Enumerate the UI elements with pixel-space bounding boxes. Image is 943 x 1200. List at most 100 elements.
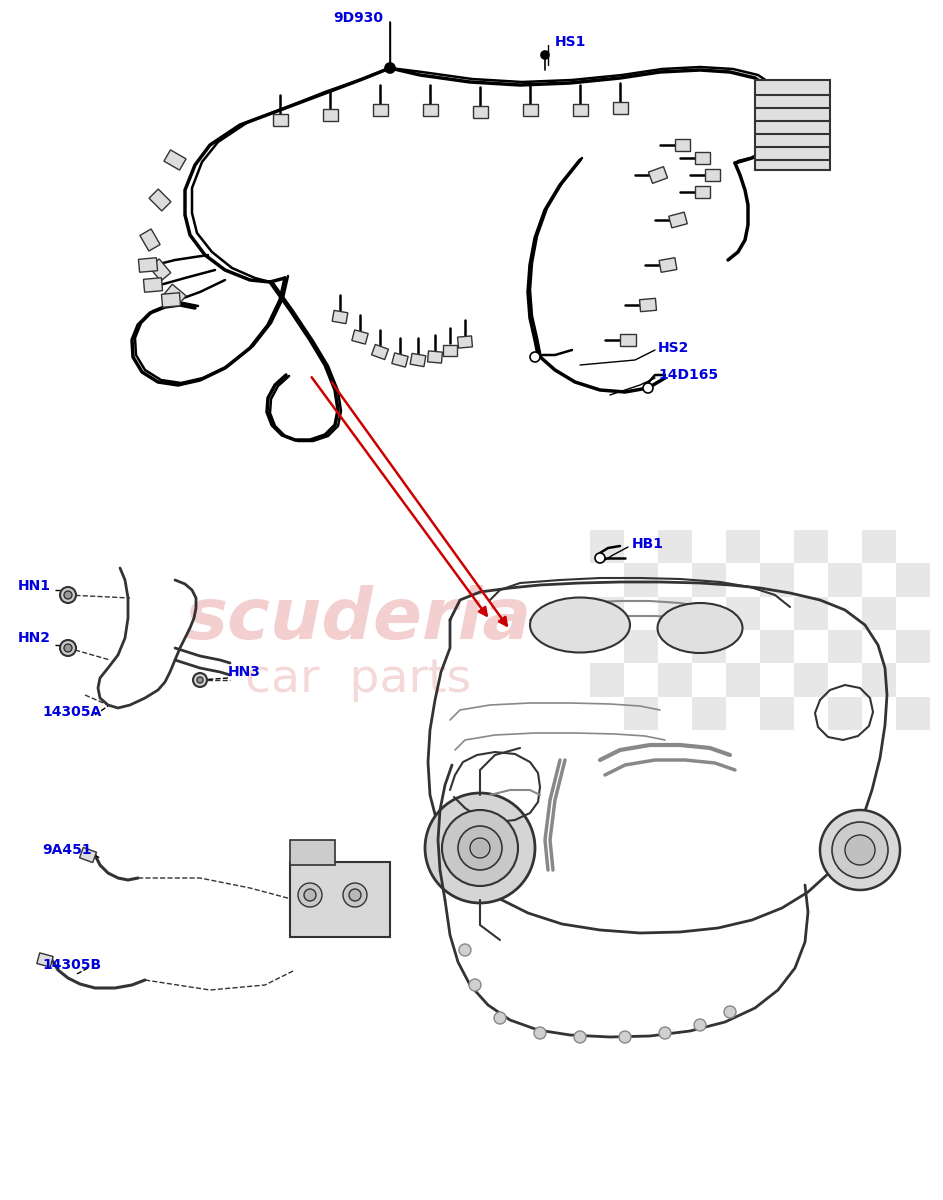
Text: 14305B: 14305B — [42, 958, 101, 972]
Circle shape — [832, 822, 888, 878]
Bar — [620, 334, 636, 346]
Circle shape — [64, 590, 72, 599]
Bar — [590, 664, 624, 697]
Circle shape — [595, 553, 605, 563]
Bar — [639, 299, 656, 312]
Bar — [726, 596, 760, 630]
Bar — [692, 563, 726, 596]
Text: car  parts: car parts — [245, 658, 472, 702]
Bar — [649, 167, 668, 184]
Circle shape — [304, 889, 316, 901]
Bar — [352, 330, 368, 344]
Bar — [140, 229, 160, 251]
Bar — [694, 152, 709, 164]
Circle shape — [349, 889, 361, 901]
Bar — [572, 104, 587, 116]
Circle shape — [458, 826, 502, 870]
Circle shape — [845, 835, 875, 865]
Bar — [149, 259, 171, 281]
Bar — [457, 336, 472, 348]
Circle shape — [64, 644, 72, 652]
Bar — [896, 630, 930, 664]
Text: HN2: HN2 — [18, 631, 51, 646]
Circle shape — [694, 1019, 706, 1031]
Bar — [896, 697, 930, 730]
Bar — [726, 530, 760, 563]
Text: HS2: HS2 — [658, 341, 689, 355]
Bar — [149, 190, 171, 211]
Circle shape — [469, 979, 481, 991]
Text: HN3: HN3 — [228, 665, 261, 679]
Circle shape — [298, 883, 322, 907]
Circle shape — [724, 1006, 736, 1018]
Circle shape — [534, 1027, 546, 1039]
Bar — [694, 186, 709, 198]
Circle shape — [574, 1031, 586, 1043]
Circle shape — [60, 640, 76, 656]
Bar — [726, 664, 760, 697]
Bar — [161, 293, 180, 307]
Bar — [522, 104, 538, 116]
Bar — [323, 109, 338, 121]
Bar — [139, 258, 157, 272]
Circle shape — [643, 383, 653, 392]
Bar — [794, 664, 828, 697]
Text: scuderia: scuderia — [185, 586, 532, 654]
Bar — [372, 344, 389, 360]
Bar — [658, 596, 692, 630]
Bar — [692, 630, 726, 664]
Bar — [692, 697, 726, 730]
Circle shape — [459, 944, 471, 956]
Bar — [590, 530, 624, 563]
Bar — [669, 212, 687, 228]
Bar — [658, 530, 692, 563]
Circle shape — [193, 673, 207, 686]
Circle shape — [442, 810, 518, 886]
Bar — [760, 630, 794, 664]
Circle shape — [820, 810, 900, 890]
Bar — [862, 596, 896, 630]
Circle shape — [343, 883, 367, 907]
Bar — [37, 953, 53, 967]
Bar — [760, 563, 794, 596]
Bar — [79, 847, 96, 863]
Bar — [760, 697, 794, 730]
Bar — [794, 530, 828, 563]
Bar — [896, 563, 930, 596]
Bar — [372, 104, 388, 116]
Bar — [143, 277, 162, 293]
Circle shape — [530, 352, 540, 362]
Circle shape — [197, 677, 203, 683]
Bar — [828, 630, 862, 664]
Bar — [332, 311, 348, 324]
Bar — [290, 840, 335, 865]
Bar — [391, 353, 408, 367]
Circle shape — [494, 1012, 506, 1024]
Bar — [794, 596, 828, 630]
Bar — [624, 563, 658, 596]
Ellipse shape — [657, 602, 742, 653]
Bar — [828, 563, 862, 596]
Bar — [704, 169, 720, 181]
Bar — [624, 630, 658, 664]
Text: 9A451: 9A451 — [42, 842, 91, 857]
Bar — [410, 353, 426, 367]
Circle shape — [425, 793, 535, 902]
Bar — [862, 664, 896, 697]
Bar — [862, 530, 896, 563]
Bar — [828, 697, 862, 730]
Text: HB1: HB1 — [632, 538, 664, 551]
Bar — [164, 150, 186, 170]
Circle shape — [541, 50, 549, 59]
Bar — [755, 80, 830, 170]
Text: HN1: HN1 — [18, 578, 51, 593]
Bar — [422, 104, 438, 116]
Bar — [443, 344, 457, 355]
Bar — [613, 102, 627, 114]
Bar — [590, 596, 624, 630]
Text: 14D165: 14D165 — [658, 368, 719, 382]
Bar — [290, 862, 390, 937]
Bar — [273, 114, 288, 126]
Circle shape — [619, 1031, 631, 1043]
Bar — [674, 139, 689, 151]
